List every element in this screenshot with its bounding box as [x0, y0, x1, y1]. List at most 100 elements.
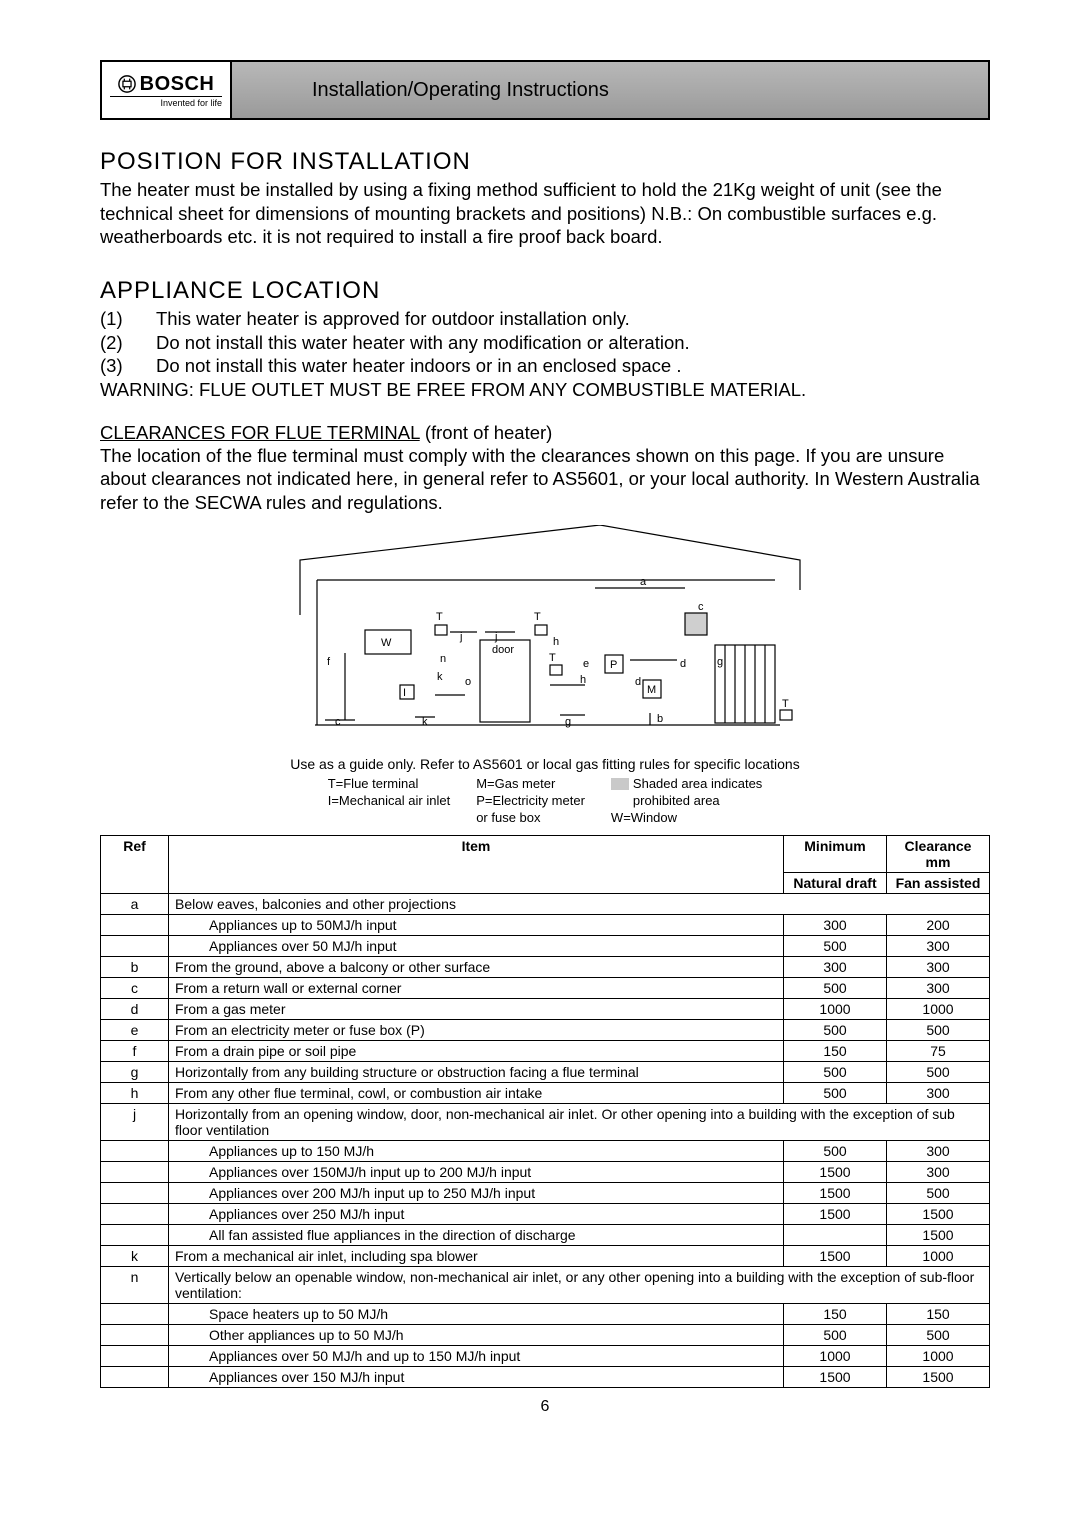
cell-fan: 1000 — [887, 1245, 990, 1266]
cell-fan: 500 — [887, 1182, 990, 1203]
cell-fan: 1500 — [887, 1224, 990, 1245]
table-row: bFrom the ground, above a balcony or oth… — [101, 956, 990, 977]
cell-ref: k — [101, 1245, 169, 1266]
cell-item: Other appliances up to 50 MJ/h — [169, 1324, 784, 1345]
cell-ref — [101, 1140, 169, 1161]
cell-ref: a — [101, 893, 169, 914]
bosch-icon — [118, 75, 136, 93]
cell-fan: 75 — [887, 1040, 990, 1061]
cell-natural: 1000 — [784, 1345, 887, 1366]
table-row: Space heaters up to 50 MJ/h150150 — [101, 1303, 990, 1324]
cell-natural: 500 — [784, 1061, 887, 1082]
legend-item: Shaded area indicates — [611, 776, 762, 791]
document-page: BOSCH Invented for life Installation/Ope… — [0, 0, 1080, 1446]
legend-item: T=Flue terminal — [328, 776, 450, 791]
table-row: kFrom a mechanical air inlet, including … — [101, 1245, 990, 1266]
section-text-position: The heater must be installed by using a … — [100, 178, 990, 249]
legend-item: prohibited area — [611, 793, 762, 808]
cell-item: From any other flue terminal, cowl, or c… — [169, 1082, 784, 1103]
diagram-label-t: T — [782, 698, 789, 710]
cell-item: Appliances up to 50MJ/h input — [169, 914, 784, 935]
diagram-label-i: I — [403, 687, 406, 699]
cell-ref — [101, 1224, 169, 1245]
cell-ref — [101, 1182, 169, 1203]
list-text: This water heater is approved for outdoo… — [156, 307, 630, 331]
table-row: Appliances up to 150 MJ/h500300 — [101, 1140, 990, 1161]
cell-fan: 300 — [887, 1082, 990, 1103]
table-row: Appliances over 150MJ/h input up to 200 … — [101, 1161, 990, 1182]
cell-fan: 1500 — [887, 1366, 990, 1387]
cell-fan: 150 — [887, 1303, 990, 1324]
cell-item: From the ground, above a balcony or othe… — [169, 956, 784, 977]
cell-natural: 500 — [784, 935, 887, 956]
legend-item: P=Electricity meter — [476, 793, 585, 808]
cell-ref: f — [101, 1040, 169, 1061]
cell-ref — [101, 1161, 169, 1182]
cell-natural: 150 — [784, 1040, 887, 1061]
cell-ref — [101, 935, 169, 956]
th-nat: Natural draft — [784, 872, 887, 893]
cell-item: Below eaves, balconies and other project… — [169, 893, 990, 914]
diagram-label-g: g — [565, 716, 571, 728]
table-row: cFrom a return wall or external corner50… — [101, 977, 990, 998]
cell-fan: 300 — [887, 1140, 990, 1161]
section-title-location: APPLIANCE LOCATION — [100, 277, 990, 305]
cell-fan: 500 — [887, 1324, 990, 1345]
cell-item: Appliances over 50 MJ/h and up to 150 MJ… — [169, 1345, 784, 1366]
cell-natural: 500 — [784, 1140, 887, 1161]
diagram-label-p: P — [610, 659, 617, 671]
cell-ref — [101, 1203, 169, 1224]
cell-natural: 500 — [784, 1019, 887, 1040]
table-row: Appliances over 50 MJ/h and up to 150 MJ… — [101, 1345, 990, 1366]
table-row: All fan assisted flue appliances in the … — [101, 1224, 990, 1245]
warning-text: WARNING: FLUE OUTLET MUST BE FREE FROM A… — [100, 378, 990, 402]
diagram-legend: T=Flue terminal I=Mechanical air inlet M… — [285, 776, 805, 825]
cell-fan: 1000 — [887, 998, 990, 1019]
cell-fan: 500 — [887, 1019, 990, 1040]
subhead-rest: (front of heater) — [420, 422, 553, 443]
diagram-label-j: j — [459, 631, 462, 643]
cell-item: Space heaters up to 50 MJ/h — [169, 1303, 784, 1324]
diagram-label-t: T — [534, 611, 541, 623]
table-row: Appliances over 50 MJ/h input500300 — [101, 935, 990, 956]
diagram-label-j: j — [494, 631, 497, 643]
cell-natural: 300 — [784, 956, 887, 977]
cell-natural: 1500 — [784, 1161, 887, 1182]
cell-ref: h — [101, 1082, 169, 1103]
diagram-label-t: T — [436, 611, 443, 623]
cell-item: Horizontally from any building structure… — [169, 1061, 784, 1082]
diagram-label-door: door — [492, 644, 514, 656]
cell-ref: c — [101, 977, 169, 998]
subhead-underlined: CLEARANCES FOR FLUE TERMINAL — [100, 422, 420, 443]
cell-natural: 150 — [784, 1303, 887, 1324]
cell-natural — [784, 1224, 887, 1245]
list-num: (3) — [100, 354, 156, 378]
cell-item: Appliances over 150 MJ/h input — [169, 1366, 784, 1387]
list-item: (3) Do not install this water heater ind… — [100, 354, 990, 378]
diagram-label-d: d — [680, 658, 686, 670]
cell-fan: 1500 — [887, 1203, 990, 1224]
diagram-label-w: W — [381, 637, 392, 649]
th-item: Item — [169, 835, 784, 893]
clearance-table: Ref Item Minimum Clearance mm Natural dr… — [100, 835, 990, 1388]
diagram-label-k: k — [422, 716, 428, 728]
diagram-label-n: n — [440, 653, 446, 665]
legend-item: or fuse box — [476, 810, 585, 825]
cell-ref — [101, 1324, 169, 1345]
table-row: jHorizontally from an opening window, do… — [101, 1103, 990, 1140]
cell-item: Vertically below an openable window, non… — [169, 1266, 990, 1303]
table-row: eFrom an electricity meter or fuse box (… — [101, 1019, 990, 1040]
diagram-label-b: b — [657, 713, 663, 725]
cell-item: Appliances over 150MJ/h input up to 200 … — [169, 1161, 784, 1182]
brand-logo: BOSCH Invented for life — [102, 62, 232, 118]
diagram-label-h: h — [580, 674, 586, 686]
table-row: Appliances over 250 MJ/h input15001500 — [101, 1203, 990, 1224]
cell-item: All fan assisted flue appliances in the … — [169, 1224, 784, 1245]
cell-ref: g — [101, 1061, 169, 1082]
table-row: fFrom a drain pipe or soil pipe15075 — [101, 1040, 990, 1061]
cell-fan: 300 — [887, 1161, 990, 1182]
diagram-label-c: c — [698, 601, 704, 613]
legend-item: M=Gas meter — [476, 776, 585, 791]
cell-fan: 1000 — [887, 1345, 990, 1366]
cell-fan: 300 — [887, 956, 990, 977]
